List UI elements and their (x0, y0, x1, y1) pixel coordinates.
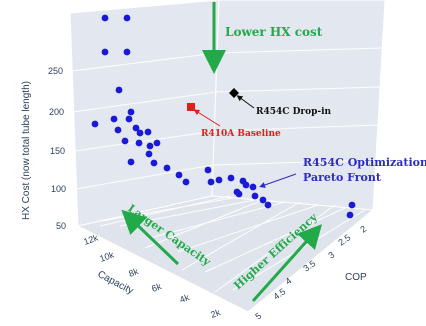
z-tick-50: 50 (56, 221, 66, 231)
pareto-point (264, 201, 272, 209)
pareto-point (145, 150, 153, 158)
pareto-point (123, 48, 131, 56)
r454c-dropin-marker (229, 88, 239, 98)
pareto-label-line1: R454C Optimization (303, 156, 426, 169)
z-tick-100: 100 (51, 184, 66, 194)
pareto-label-line2: Pareto Front (303, 171, 382, 184)
pareto-point (114, 126, 122, 134)
x-tick-12k: 12k (82, 232, 100, 247)
z-axis-title: HX Cost (now total tube length) (21, 81, 32, 220)
pareto-point (150, 159, 158, 167)
left-wall (69, 0, 220, 227)
pareto-point (91, 120, 99, 128)
pareto-point (215, 176, 223, 184)
y-tick-4: 4 (283, 276, 293, 287)
higher-efficiency-arrow (251, 224, 323, 303)
larger-capacity-arrow (121, 209, 180, 266)
r410a-arrow (193, 109, 221, 127)
pareto-point (101, 48, 109, 56)
pareto-point (110, 115, 118, 123)
z-axis: 250 200 150 100 50 HX Cost (now total tu… (21, 66, 66, 231)
pareto-point (346, 211, 354, 219)
pareto-point (132, 124, 140, 132)
pareto-point (249, 183, 257, 191)
r410a-baseline-marker (187, 103, 195, 111)
x-tick-8k: 8k (127, 266, 140, 279)
x-tick-10k: 10k (98, 249, 116, 264)
pareto-point (259, 196, 267, 204)
pareto-point (127, 108, 135, 116)
z-tick-250: 250 (48, 66, 63, 76)
pareto-point (144, 128, 152, 136)
pareto-point (153, 139, 161, 147)
pareto-point (136, 129, 144, 137)
pareto-point (125, 115, 133, 123)
y-tick-2: 2 (358, 224, 368, 235)
x-tick-4k: 4k (178, 292, 191, 305)
pareto-point (115, 86, 123, 94)
points-layer (91, 14, 356, 219)
pareto-point (175, 171, 183, 179)
pareto-point (182, 178, 190, 186)
pareto-point (146, 142, 154, 150)
pareto-point (121, 137, 129, 145)
y-tick-3: 3 (326, 250, 336, 261)
pareto-point (207, 178, 215, 186)
z-tick-150: 150 (50, 146, 65, 156)
x-tick-2k: 2k (209, 307, 222, 320)
y-tick-5: 5 (253, 311, 263, 322)
pareto-point (163, 164, 171, 172)
pareto-point (123, 14, 131, 22)
pareto-point (127, 158, 135, 166)
pareto-arrow (259, 173, 297, 188)
pareto-point (227, 174, 235, 182)
pareto-point (235, 190, 243, 198)
z-tick-200: 200 (49, 107, 64, 117)
markers-layer (187, 88, 239, 111)
pareto-point (242, 181, 250, 189)
y-axis: 2 2.5 3 3.5 4 4.5 5 COP (253, 224, 368, 322)
r454c-dropin-label: R454C Drop-in (256, 107, 332, 117)
x-axis: 12k 10k 8k 6k 4k 2k Capacity (82, 232, 222, 320)
pareto-point (204, 166, 212, 174)
lower-hx-cost-label: Lower HX cost (225, 25, 323, 39)
y-axis-title: COP (345, 272, 367, 283)
pareto-point (348, 201, 356, 209)
pareto-point (101, 14, 109, 22)
pareto-point (135, 139, 143, 147)
pareto-point (251, 192, 259, 200)
r410a-label: R410A Baseline (201, 129, 281, 139)
x-tick-6k: 6k (150, 281, 163, 294)
r454c-dropin-arrow (236, 95, 255, 109)
